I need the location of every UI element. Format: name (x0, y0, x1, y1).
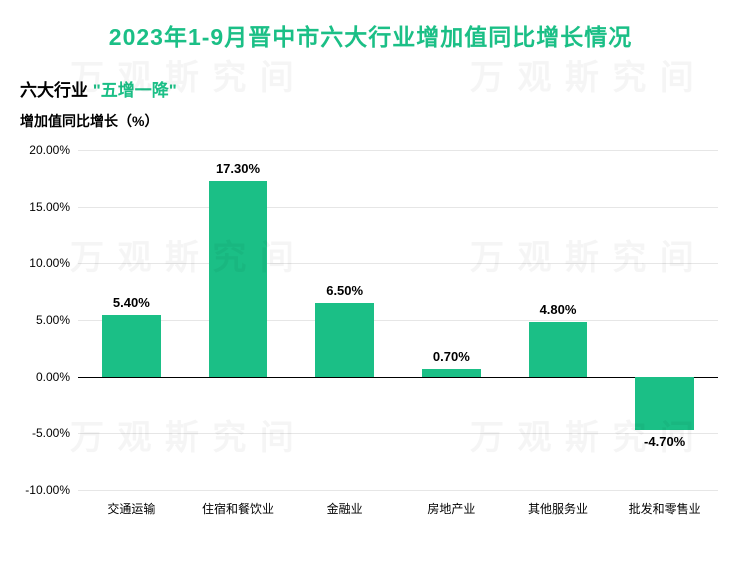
y-tick-label: -5.00% (32, 426, 78, 440)
y-tick-label: 20.00% (29, 143, 78, 157)
gridline (78, 320, 718, 321)
x-tick-label: 金融业 (327, 490, 363, 517)
chart-title: 2023年1-9月晋中市六大行业增加值同比增长情况 (0, 0, 741, 52)
x-tick-label: 交通运输 (107, 490, 155, 517)
bar-value-label: 0.70% (433, 349, 470, 364)
bar (315, 303, 374, 377)
bar (635, 377, 694, 430)
y-tick-label: 15.00% (29, 200, 78, 214)
gridline (78, 433, 718, 434)
y-axis-label: 增加值同比增长（%） (0, 111, 741, 131)
bar-value-label: 6.50% (326, 283, 363, 298)
gridline (78, 377, 718, 379)
y-tick-label: 10.00% (29, 256, 78, 270)
subtitle-primary: 六大行业 (20, 81, 88, 100)
y-tick-label: 5.00% (36, 313, 78, 327)
chart-plot-area: -10.00%-5.00%0.00%5.00%10.00%15.00%20.00… (78, 150, 718, 490)
x-tick-label: 批发和零售业 (629, 490, 701, 517)
x-tick-label: 住宿和餐饮业 (202, 490, 274, 517)
x-tick-label: 房地产业 (427, 490, 475, 517)
gridline (78, 263, 718, 264)
y-tick-label: -10.00% (25, 483, 78, 497)
gridline (78, 490, 718, 491)
subtitle-secondary: "五增一降" (93, 81, 177, 100)
gridline (78, 150, 718, 151)
bar (422, 369, 481, 377)
bar-value-label: 5.40% (113, 295, 150, 310)
bar (529, 322, 588, 376)
x-tick-label: 其他服务业 (528, 490, 588, 517)
bar (209, 181, 268, 377)
y-tick-label: 0.00% (36, 370, 78, 384)
bar-value-label: -4.70% (644, 434, 685, 449)
bar (102, 315, 161, 376)
gridline (78, 207, 718, 208)
bar-value-label: 4.80% (540, 302, 577, 317)
bar-value-label: 17.30% (216, 161, 260, 176)
subtitle-row: 六大行业 "五增一降" (0, 76, 741, 101)
